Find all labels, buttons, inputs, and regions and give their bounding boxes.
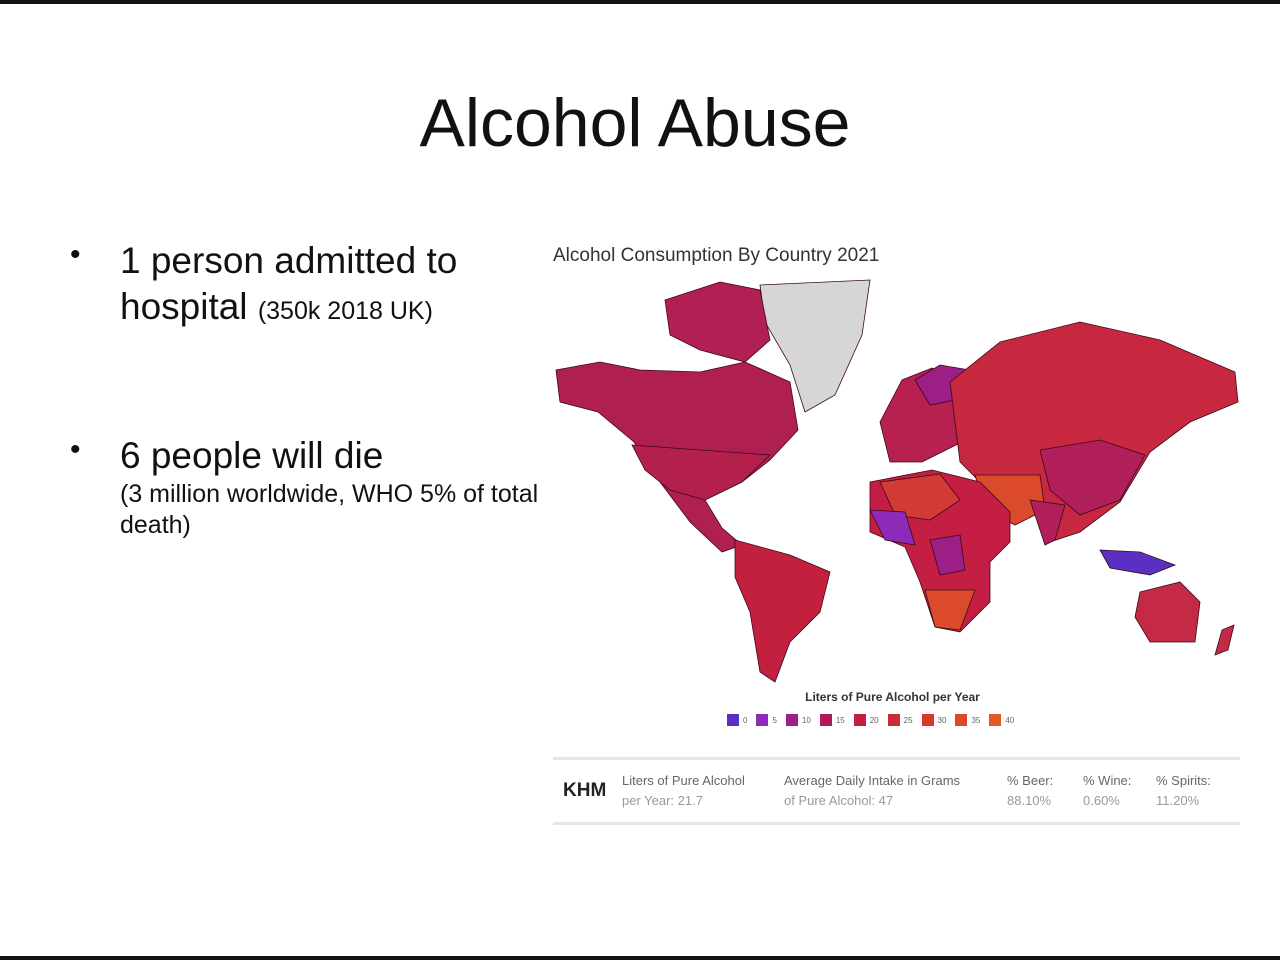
legend-item: 35 (955, 714, 980, 726)
legend-item: 0 (727, 714, 747, 726)
arctic-islands (664, 281, 771, 363)
west-africa (869, 509, 916, 546)
legend-item: 10 (785, 714, 811, 726)
intake-stat: Average Daily Intake in Grams of Pure Alc… (784, 773, 961, 808)
north-africa (879, 473, 961, 521)
country-info-panel: KHM Liters of Pure Alcohol per Year: 21.7… (553, 757, 1240, 825)
greenland (759, 279, 871, 413)
map-title: Alcohol Consumption By Country 2021 (553, 245, 880, 266)
beer-stat: % Beer: 88.10% (1007, 773, 1054, 808)
central-africa (929, 534, 966, 576)
south-america (734, 539, 831, 683)
top-border (0, 0, 1280, 4)
australia (1134, 581, 1201, 643)
slide-title: Alcohol Abuse (419, 85, 851, 161)
bullet-icon: • (70, 433, 81, 466)
bullet-main: 6 people will die (120, 435, 384, 476)
new-zealand (1214, 624, 1235, 656)
legend-title: Liters of Pure Alcohol per Year (805, 690, 980, 704)
liters-stat: Liters of Pure Alcohol per Year: 21.7 (622, 773, 745, 808)
bottom-border (0, 956, 1280, 960)
legend-item: 40 (989, 714, 1014, 726)
legend-item: 5 (756, 714, 777, 726)
india (1029, 499, 1066, 546)
southern-africa (924, 589, 976, 631)
country-code: KHM (563, 780, 607, 801)
legend-item: 25 (887, 714, 913, 726)
usa (631, 444, 771, 501)
bullet-note: (3 million worldwide, WHO 5% of total de… (120, 480, 539, 539)
map-legend: 0 5 10 15 20 25 30 35 40 (727, 714, 1014, 726)
bullet-main: 1 person admitted to hospital (120, 240, 458, 327)
legend-item: 15 (819, 714, 845, 726)
legend-item: 20 (853, 714, 879, 726)
legend-item: 30 (921, 714, 946, 726)
spirits-stat: % Spirits: 11.20% (1156, 773, 1211, 808)
china (1039, 439, 1146, 516)
wine-stat: % Wine: 0.60% (1083, 773, 1132, 808)
bullet-icon: • (70, 238, 81, 271)
indonesia (1099, 549, 1177, 576)
bullet-note: (350k 2018 UK) (257, 297, 433, 325)
